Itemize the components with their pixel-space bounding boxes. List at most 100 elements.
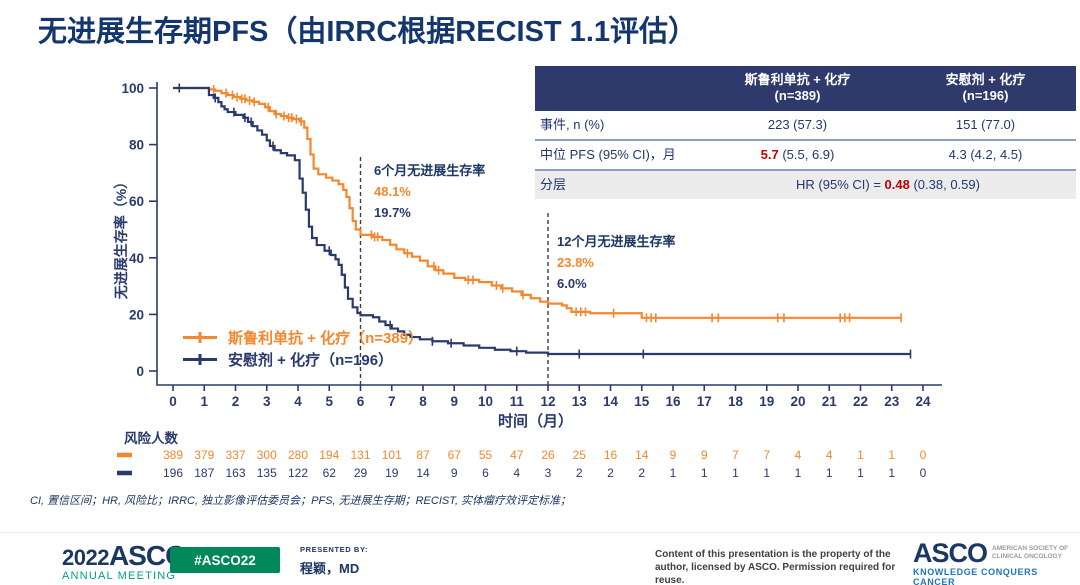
- annotation-12-month: 12个月无进展生存率 23.8% 6.0%: [557, 231, 675, 294]
- header-placebo: 安慰剂 + 化疗 (n=196): [895, 72, 1076, 104]
- y-tick-label: 60: [129, 194, 144, 209]
- risk-count: 194: [319, 448, 339, 462]
- km-curve: [173, 86, 911, 356]
- asco-society-subtitle: AMERICAN SOCIETY OF CLINICAL ONCOLOGY: [992, 540, 1068, 561]
- x-tick-label: 0: [169, 394, 177, 409]
- header-serplulimab-n: (n=389): [774, 88, 821, 103]
- x-tick-label: 11: [510, 394, 525, 409]
- x-tick-label: 5: [325, 394, 333, 409]
- annotation-12m-title: 12个月无进展生存率: [557, 234, 676, 249]
- x-tick-label: 18: [728, 394, 744, 409]
- risk-count: 187: [194, 466, 214, 480]
- row-median-placebo: 4.3 (4.2, 4.5): [948, 147, 1023, 162]
- asco-annual-meeting-logo: 2022ASCO® ANNUAL MEETING: [62, 540, 192, 582]
- risk-count: 163: [225, 466, 245, 480]
- y-tick-label: 40: [129, 251, 144, 266]
- risk-count: 25: [573, 448, 587, 462]
- risk-count: 19: [385, 466, 399, 480]
- logo-year: 2022: [62, 545, 109, 570]
- row-events: 事件, n (%) 223 (57.3) 151 (77.0): [535, 111, 1076, 141]
- x-tick-label: 9: [450, 394, 458, 409]
- risk-count: 122: [288, 466, 308, 480]
- x-tick-label: 2: [232, 394, 240, 409]
- risk-count: 47: [510, 448, 524, 462]
- median-value-highlight: 5.7: [760, 147, 779, 162]
- x-tick-label: 15: [634, 394, 650, 409]
- disclaimer-line2: author, licensed by ASCO. Permission req…: [655, 562, 896, 585]
- presented-by: PRESENTED BY: 程颖，MD: [300, 545, 368, 577]
- hr-ci: (0.38, 0.59): [913, 177, 980, 192]
- annotation-12m-serplulimab: 23.8%: [557, 255, 594, 270]
- hashtag-badge: #ASCO22: [170, 547, 280, 573]
- risk-count: 9: [701, 448, 708, 462]
- risk-count: 196: [163, 466, 183, 480]
- x-tick-label: 3: [263, 394, 271, 409]
- risk-count: 389: [163, 448, 183, 462]
- risk-count: 7: [732, 448, 739, 462]
- x-tick-label: 14: [603, 394, 619, 409]
- row-events-serplulimab: 223 (57.3): [767, 117, 828, 132]
- x-tick-label: 12: [540, 394, 555, 409]
- annotation-6m-placebo: 19.7%: [374, 205, 411, 220]
- risk-count: 4: [826, 448, 833, 462]
- risk-count: 9: [451, 466, 458, 480]
- footnote-abbreviations: CI, 置信区间；HR, 风险比；IRRC, 独立影像评估委员会；PFS, 无进…: [30, 495, 572, 507]
- censor-line-icon: [183, 335, 217, 339]
- risk-count: 1: [826, 466, 833, 480]
- risk-count: 2: [607, 466, 614, 480]
- risk-count: 4: [513, 466, 520, 480]
- x-tick-label: 13: [572, 394, 588, 409]
- x-tick-label: 21: [822, 394, 838, 409]
- x-axis-title: 时间（月）: [498, 412, 573, 430]
- annotation-6-month: 6个月无进展生存率 48.1% 19.7%: [374, 160, 485, 223]
- risk-count: 67: [448, 448, 462, 462]
- header-placebo-n: (n=196): [962, 88, 1009, 103]
- x-tick-label: 10: [478, 394, 493, 409]
- risk-count: 1: [795, 466, 802, 480]
- risk-count: 14: [635, 448, 649, 462]
- row-median-serplulimab: 5.7 (5.5, 6.9): [700, 147, 895, 163]
- risk-count: 1: [763, 466, 770, 480]
- annotation-6m-title: 6个月无进展生存率: [374, 163, 486, 178]
- legend-label-placebo: 安慰剂 + 化疗（n=196）: [228, 351, 394, 369]
- row-events-placebo: 151 (77.0): [955, 117, 1016, 132]
- legend-item-serplulimab: 斯鲁利单抗 + 化疗（n=389）: [183, 326, 423, 348]
- asco-sub2: CLINICAL ONCOLOGY: [992, 553, 1062, 560]
- risk-count: 4: [795, 448, 802, 462]
- median-ci: (5.5, 6.9): [782, 147, 835, 162]
- risk-count: 6: [482, 466, 489, 480]
- risk-count: 1: [701, 466, 708, 480]
- y-tick-label: 0: [136, 364, 144, 379]
- risk-count: 2: [638, 466, 645, 480]
- stats-table-header: 斯鲁利单抗 + 化疗 (n=389) 安慰剂 + 化疗 (n=196): [535, 66, 1076, 111]
- row-median: 中位 PFS (95% CI)，月 5.7 (5.5, 6.9) 4.3 (4.…: [535, 141, 1076, 171]
- copyright-disclaimer: Content of this presentation is the prop…: [655, 548, 917, 585]
- risk-count: 379: [194, 448, 214, 462]
- x-tick-label: 17: [697, 394, 712, 409]
- risk-count: 1: [732, 466, 739, 480]
- asco-sub1: AMERICAN SOCIETY OF: [992, 545, 1069, 552]
- asco-tagline: KNOWLEDGE CONQUERS CANCER: [913, 567, 1038, 585]
- risk-count: 131: [350, 448, 370, 462]
- row-hr-label: 分层: [540, 177, 567, 192]
- header-serplulimab-name: 斯鲁利单抗 + 化疗: [744, 72, 851, 87]
- annotation-6m-serplulimab: 48.1%: [374, 184, 411, 199]
- x-tick-label: 7: [388, 394, 396, 409]
- asco-wordmark: ASCO: [913, 538, 988, 568]
- risk-count: 1: [888, 466, 895, 480]
- risk-count: 16: [604, 448, 618, 462]
- x-tick-label: 24: [915, 394, 931, 409]
- risk-count: 3: [545, 466, 552, 480]
- risk-count: 0: [920, 466, 927, 480]
- stats-table: 斯鲁利单抗 + 化疗 (n=389) 安慰剂 + 化疗 (n=196) 事件, …: [535, 66, 1076, 199]
- risk-count: 101: [382, 448, 402, 462]
- axis-frame: [156, 82, 942, 386]
- km-curve: [173, 86, 902, 319]
- hr-highlight: 0.48: [884, 177, 910, 192]
- asco-logo-top: ASCO AMERICAN SOCIETY OF CLINICAL ONCOLO…: [913, 538, 1080, 568]
- y-tick-label: 20: [129, 307, 144, 322]
- risk-count: 26: [541, 448, 555, 462]
- x-tick-label: 19: [759, 394, 774, 409]
- presenter-name: 程颖，MD: [300, 561, 360, 576]
